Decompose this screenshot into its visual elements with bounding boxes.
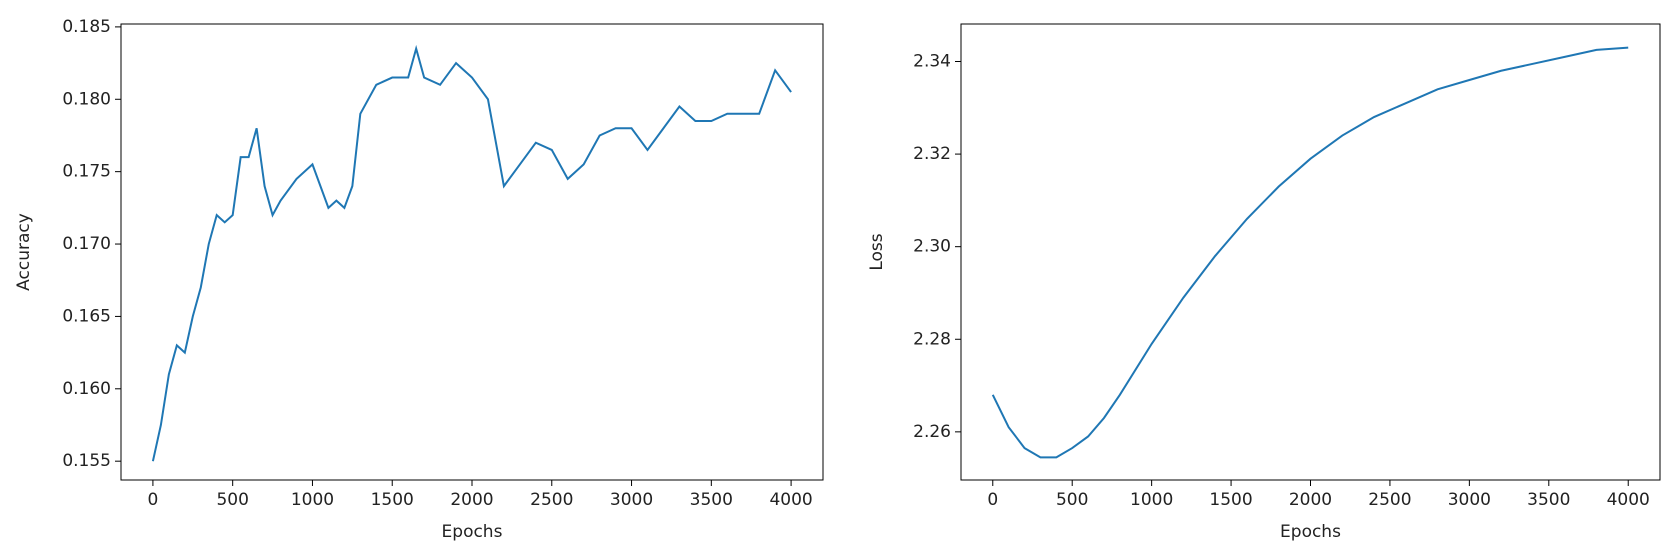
y-tick-label: 2.26 <box>913 422 951 442</box>
y-tick-label: 2.30 <box>913 237 951 257</box>
x-tick-label: 2000 <box>450 490 493 510</box>
y-tick-label: 0.160 <box>62 379 111 399</box>
y-tick-label: 2.32 <box>913 144 951 164</box>
x-tick-label: 0 <box>147 490 158 510</box>
x-tick-label: 4000 <box>769 490 812 510</box>
y-tick-label: 2.34 <box>913 51 951 71</box>
x-tick-label: 1000 <box>1130 490 1173 510</box>
x-tick-label: 1500 <box>371 490 414 510</box>
x-tick-label: 3500 <box>1527 490 1570 510</box>
x-tick-label: 3500 <box>690 490 733 510</box>
axes-frame <box>960 23 1661 481</box>
x-axis-label: Epochs <box>442 522 503 542</box>
x-tick-label: 2000 <box>1289 490 1332 510</box>
x-tick-label: 500 <box>1056 490 1088 510</box>
x-tick-label: 2500 <box>530 490 573 510</box>
y-tick-label: 0.175 <box>62 162 111 182</box>
data-line <box>991 46 1629 459</box>
x-axis-label: Epochs <box>1280 522 1341 542</box>
x-tick-label: 3000 <box>1448 490 1491 510</box>
x-tick-label: 0 <box>987 490 998 510</box>
x-tick-label: 3000 <box>610 490 653 510</box>
x-tick-label: 500 <box>216 490 248 510</box>
x-tick-label: 1000 <box>291 490 334 510</box>
y-tick-label: 0.180 <box>62 89 111 109</box>
data-line <box>151 44 792 462</box>
x-tick-label: 1500 <box>1209 490 1252 510</box>
y-tick-label: 0.155 <box>62 451 111 471</box>
y-tick-label: 2.28 <box>913 329 951 349</box>
y-axis-label: Accuracy <box>14 213 34 291</box>
y-axis-label: Loss <box>867 233 887 270</box>
x-tick-label: 4000 <box>1607 490 1650 510</box>
x-tick-label: 2500 <box>1368 490 1411 510</box>
y-tick-label: 0.170 <box>62 234 111 254</box>
y-tick-label: 0.165 <box>62 306 111 326</box>
y-tick-label: 0.185 <box>62 17 111 37</box>
axes-frame <box>120 23 824 481</box>
